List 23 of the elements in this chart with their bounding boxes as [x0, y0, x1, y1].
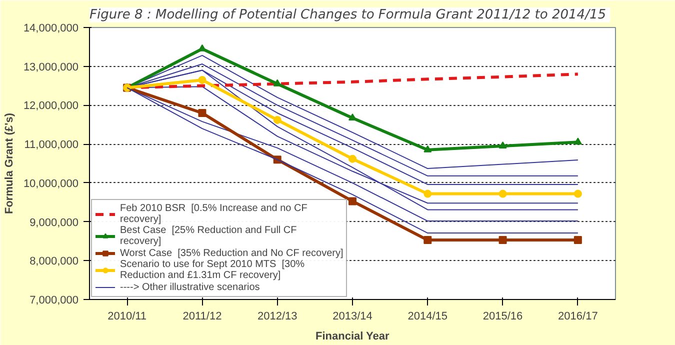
- legend-label: Worst Case [35% Reduction and No CF recovery]: [120, 247, 344, 259]
- y-axis-title: Formula Grant (£'s): [3, 112, 16, 214]
- y-tick-label: 8,000,000: [30, 256, 78, 268]
- legend-label: Feb 2010 BSR [0.5% Increase and no CF recovery]: [120, 203, 308, 225]
- x-tick-label: 2014/15: [408, 310, 448, 322]
- x-tick-label: 2012/13: [257, 310, 298, 322]
- x-tick-label: 2015/16: [482, 310, 523, 322]
- legend-label: Best Case [25% Reduction and Full CF recovery]: [120, 225, 297, 247]
- y-tick-label: 13,000,000: [23, 61, 79, 74]
- y-tick-label: 10,000,000: [23, 178, 79, 190]
- y-tick-label: 7,000,000: [30, 294, 78, 306]
- x-tick-label: 2016/17: [558, 310, 598, 322]
- y-tick-label: 9,000,000: [30, 216, 78, 229]
- y-tick-label: 11,000,000: [24, 139, 79, 152]
- x-axis-title: Financial Year: [316, 330, 390, 342]
- chart-title: Figure 8 : Modelling of Potential Changes to Formula Grant 2011/12 to 2014/15: [90, 8, 606, 22]
- legend-label: ----> Other illustrative scenarios: [120, 281, 260, 293]
- y-tick-label: 14,000,000: [23, 22, 79, 34]
- y-tick-label: 12,000,000: [23, 100, 79, 112]
- x-tick-label: 2013/14: [332, 310, 372, 322]
- x-tick-label: 2010/11: [108, 310, 147, 322]
- x-tick-label: 2011/12: [182, 310, 222, 322]
- legend-label: Scenario to use for Sept 2010 MTS [30% Reduction and £1.31m CF recovery]: [120, 259, 305, 281]
